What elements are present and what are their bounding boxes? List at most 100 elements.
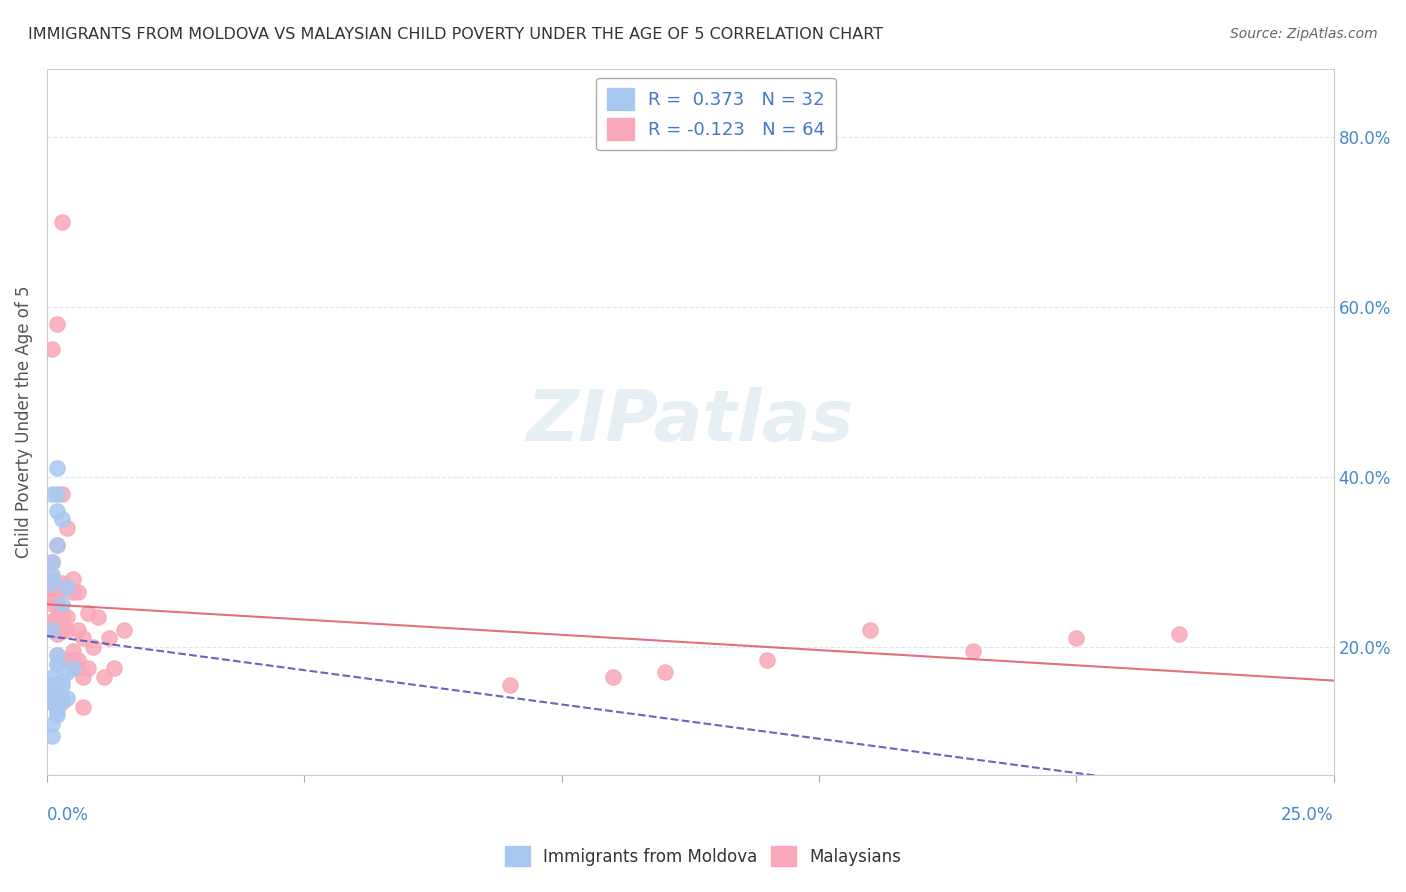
Point: [46, 648, 69, 663]
Point: [56, 521, 79, 535]
Point: [499, 678, 522, 692]
Point: [41, 678, 63, 692]
Point: [41, 576, 63, 591]
Point: [46, 581, 69, 595]
Point: [41, 555, 63, 569]
Point: [46, 584, 69, 599]
Point: [46, 699, 69, 714]
Point: [51, 576, 73, 591]
Point: [56, 610, 79, 624]
Point: [46, 317, 69, 331]
Point: [756, 653, 779, 667]
Point: [41, 487, 63, 501]
Point: [51, 615, 73, 629]
Point: [56, 653, 79, 667]
Point: [41, 670, 63, 684]
Point: [62, 644, 84, 658]
Point: [112, 623, 135, 637]
Text: IMMIGRANTS FROM MOLDOVA VS MALAYSIAN CHILD POVERTY UNDER THE AGE OF 5 CORRELATIO: IMMIGRANTS FROM MOLDOVA VS MALAYSIAN CHI…: [28, 27, 883, 42]
Point: [51, 606, 73, 620]
Point: [87, 610, 110, 624]
Point: [41, 729, 63, 743]
Point: [46, 623, 69, 637]
Text: 0.0%: 0.0%: [46, 806, 89, 824]
Point: [62, 572, 84, 586]
Point: [41, 555, 63, 569]
Point: [41, 572, 63, 586]
Point: [72, 670, 94, 684]
Point: [1064, 632, 1087, 646]
Point: [602, 670, 624, 684]
Point: [66, 653, 89, 667]
Text: Source: ZipAtlas.com: Source: ZipAtlas.com: [1230, 27, 1378, 41]
Point: [97, 632, 120, 646]
Point: [41, 623, 63, 637]
Point: [41, 682, 63, 697]
Point: [1168, 627, 1191, 641]
Point: [62, 653, 84, 667]
Point: [962, 644, 984, 658]
Point: [41, 598, 63, 612]
Point: [77, 661, 100, 675]
Point: [62, 584, 84, 599]
Point: [41, 695, 63, 709]
Point: [82, 640, 104, 654]
Point: [46, 487, 69, 501]
Point: [103, 661, 125, 675]
Point: [46, 657, 69, 671]
Point: [41, 687, 63, 701]
Point: [66, 584, 89, 599]
Point: [46, 687, 69, 701]
Point: [41, 343, 63, 357]
Point: [41, 572, 63, 586]
Point: [41, 567, 63, 582]
Point: [46, 627, 69, 641]
Point: [51, 512, 73, 526]
Point: [41, 623, 63, 637]
Point: [46, 610, 69, 624]
Point: [46, 504, 69, 518]
Point: [51, 623, 73, 637]
Point: [51, 487, 73, 501]
Point: [41, 615, 63, 629]
Point: [654, 665, 676, 680]
Point: [41, 555, 63, 569]
Point: [46, 598, 69, 612]
Point: [51, 673, 73, 688]
Point: [56, 691, 79, 706]
Point: [46, 538, 69, 552]
Point: [62, 661, 84, 675]
Point: [66, 661, 89, 675]
Point: [51, 691, 73, 706]
Point: [46, 708, 69, 723]
Point: [41, 584, 63, 599]
Point: [51, 598, 73, 612]
Point: [93, 670, 115, 684]
Point: [46, 538, 69, 552]
Point: [56, 665, 79, 680]
Point: [72, 699, 94, 714]
Text: 25.0%: 25.0%: [1281, 806, 1334, 824]
Legend: R =  0.373   N = 32, R = -0.123   N = 64: R = 0.373 N = 32, R = -0.123 N = 64: [596, 78, 837, 151]
Point: [51, 214, 73, 228]
Point: [41, 716, 63, 731]
Point: [41, 695, 63, 709]
Point: [46, 461, 69, 475]
Legend: Immigrants from Moldova, Malaysians: Immigrants from Moldova, Malaysians: [496, 838, 910, 875]
Point: [41, 589, 63, 603]
Point: [56, 623, 79, 637]
Point: [41, 618, 63, 632]
Y-axis label: Child Poverty Under the Age of 5: Child Poverty Under the Age of 5: [15, 285, 32, 558]
Point: [41, 687, 63, 701]
Point: [46, 648, 69, 663]
Point: [56, 581, 79, 595]
Point: [51, 581, 73, 595]
Point: [41, 589, 63, 603]
Point: [46, 589, 69, 603]
Point: [66, 623, 89, 637]
Point: [51, 678, 73, 692]
Point: [51, 695, 73, 709]
Point: [41, 687, 63, 701]
Point: [72, 632, 94, 646]
Point: [46, 704, 69, 718]
